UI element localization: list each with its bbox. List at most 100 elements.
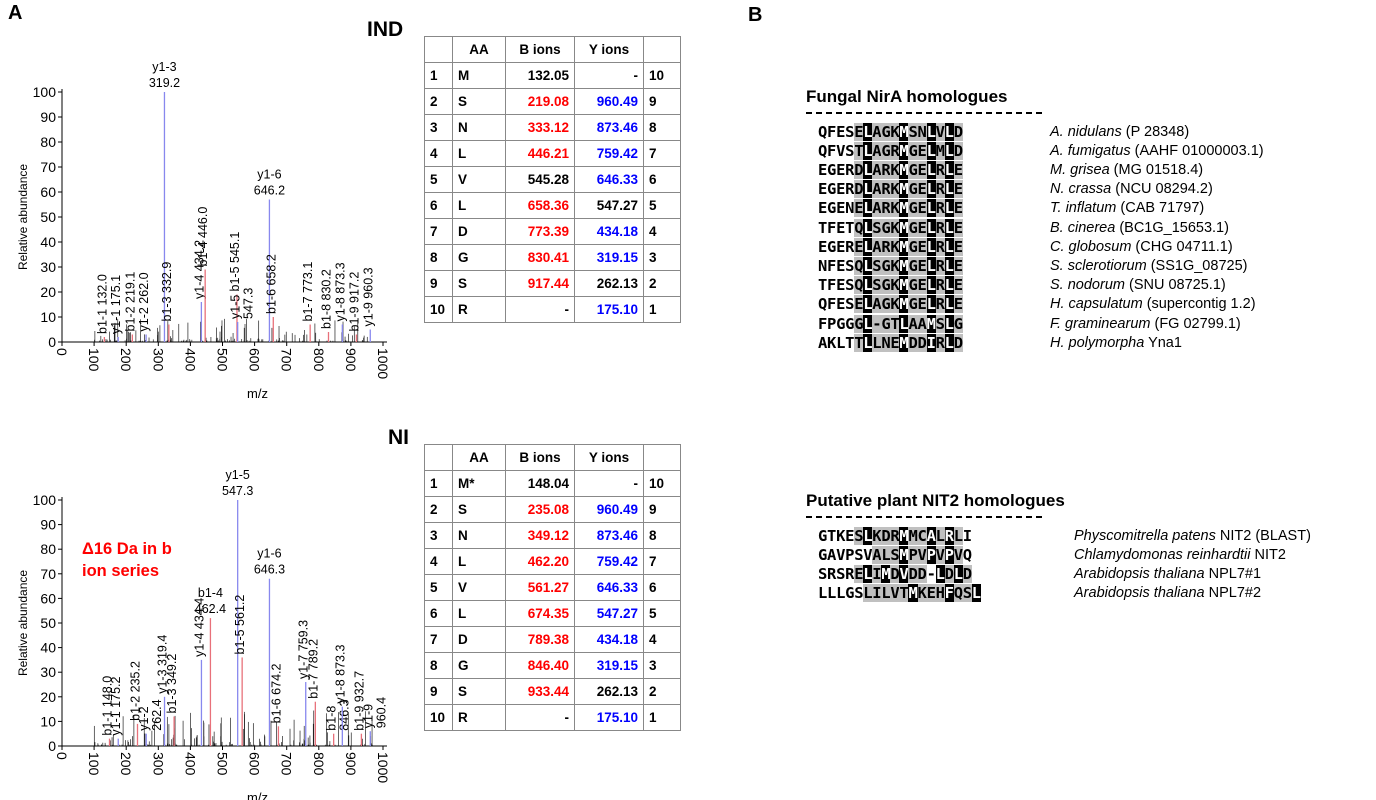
table-cell: 262.13 [574,678,644,705]
table-cell: 6 [643,166,681,193]
residue: A [872,122,882,141]
species-name: Arabidopsis thaliana [1074,565,1205,582]
residue: R [845,180,855,199]
residue: K [872,526,882,545]
peak-label: b1-4 [198,586,223,600]
residue: M [926,314,936,333]
residue: T [845,333,855,352]
residue: A [872,180,882,199]
table-row: 6 L 658.36 547.27 5 [424,192,681,219]
table-header-cell: AA [452,36,506,63]
y-tick-label: 50 [40,209,56,225]
table-cell: 917.44 [505,270,575,297]
species-name: B. cinerea [1050,219,1116,236]
table-cell: 462.20 [505,548,575,575]
organism-label: F. graminearum (FG 02799.1) [1050,316,1241,332]
residue: I [962,526,972,545]
alignment-row: LLLGSLILVTMKEHFQSL Arabidopsis thaliana N… [818,584,1261,603]
peak-label: y1-2 [137,706,151,730]
table-cell: 7 [643,548,681,575]
residue: A [872,141,882,160]
residue: Q [818,141,828,160]
residue: E [890,333,900,352]
residue: G [881,295,891,314]
table-cell: 960.49 [574,88,644,115]
residue: L [863,141,873,160]
y-tick-label: 20 [40,689,56,705]
residue: L [863,564,873,583]
table-cell: - [505,296,575,323]
peak-label: y1-8 873.3 [333,645,347,704]
residue: G [908,180,918,199]
residue: D [908,564,918,583]
table-row: 4 L 462.20 759.42 7 [424,548,681,575]
residue: D [890,564,900,583]
y-tick-label: 10 [40,309,56,325]
residue: E [917,141,927,160]
residue: E [917,276,927,295]
residue: A [872,199,882,218]
peak-label: b1-6 674.2 [269,664,283,724]
table-cell: 7 [424,626,453,653]
x-tick-label: 500 [215,752,231,776]
alignment-sequence: TFETQLSGKMGELRLE [818,218,1050,237]
residue: M [899,526,909,545]
residue: Q [854,256,864,275]
residue: L [944,276,954,295]
x-tick-label: 200 [118,752,134,776]
residue: L [926,180,936,199]
table-cell: 789.38 [505,626,575,653]
residue: N [917,122,927,141]
residue: E [836,122,846,141]
y-tick-label: 50 [40,615,56,631]
x-tick-label: 100 [86,348,102,372]
residue: D [917,564,927,583]
table-cell: 9 [643,496,681,523]
residue: G [908,256,918,275]
residue: D [944,564,954,583]
residue: G [908,295,918,314]
annotation-line-2: ion series [82,562,160,580]
residue: G [827,199,837,218]
alignment-row: EGENELARKMGELRLE T. inflatum (CAB 71797) [818,199,1204,218]
table-cell: 333.12 [505,114,575,141]
organism-label: Chlamydomonas reinhardtii NIT2 [1074,547,1286,563]
peak-label: y1-4 434.4 [192,598,206,657]
residue: E [836,295,846,314]
residue: M [899,180,909,199]
residue: G [836,314,846,333]
plant-alignment-title: Putative plant NIT2 homologues [806,491,1065,510]
table-header-row: AA B ions Y ions [424,444,681,471]
organism-label: Arabidopsis thaliana NPL7#2 [1074,585,1261,601]
residue: V [935,122,945,141]
residue: G [881,256,891,275]
table-cell: 8 [643,114,681,141]
peak-label: 547.3 [222,484,253,498]
residue: L [944,333,954,352]
table-header-cell: Y ions [574,444,644,471]
y-tick-label: 0 [48,334,56,350]
residue: L [863,160,873,179]
peak-label: b1-8 [325,706,339,731]
plant-dash-divider [806,516,1042,518]
table-cell: 9 [424,270,453,297]
table-row: 3 N 349.12 873.46 8 [424,522,681,549]
residue: D [953,333,963,352]
table-cell: 6 [424,192,453,219]
panel-label-b: B [748,4,763,26]
residue: G [908,160,918,179]
residue: L [863,122,873,141]
table-header-cell: B ions [505,444,575,471]
table-header-cell [424,444,453,471]
residue: S [872,256,882,275]
residue: L [827,584,837,603]
residue: E [818,199,828,218]
table-cell: 773.39 [505,218,575,245]
table-cell: G [452,652,506,679]
residue: M [899,276,909,295]
residue: N [818,256,828,275]
residue: N [845,199,855,218]
x-tick-label: 700 [279,752,295,776]
residue: L [926,122,936,141]
